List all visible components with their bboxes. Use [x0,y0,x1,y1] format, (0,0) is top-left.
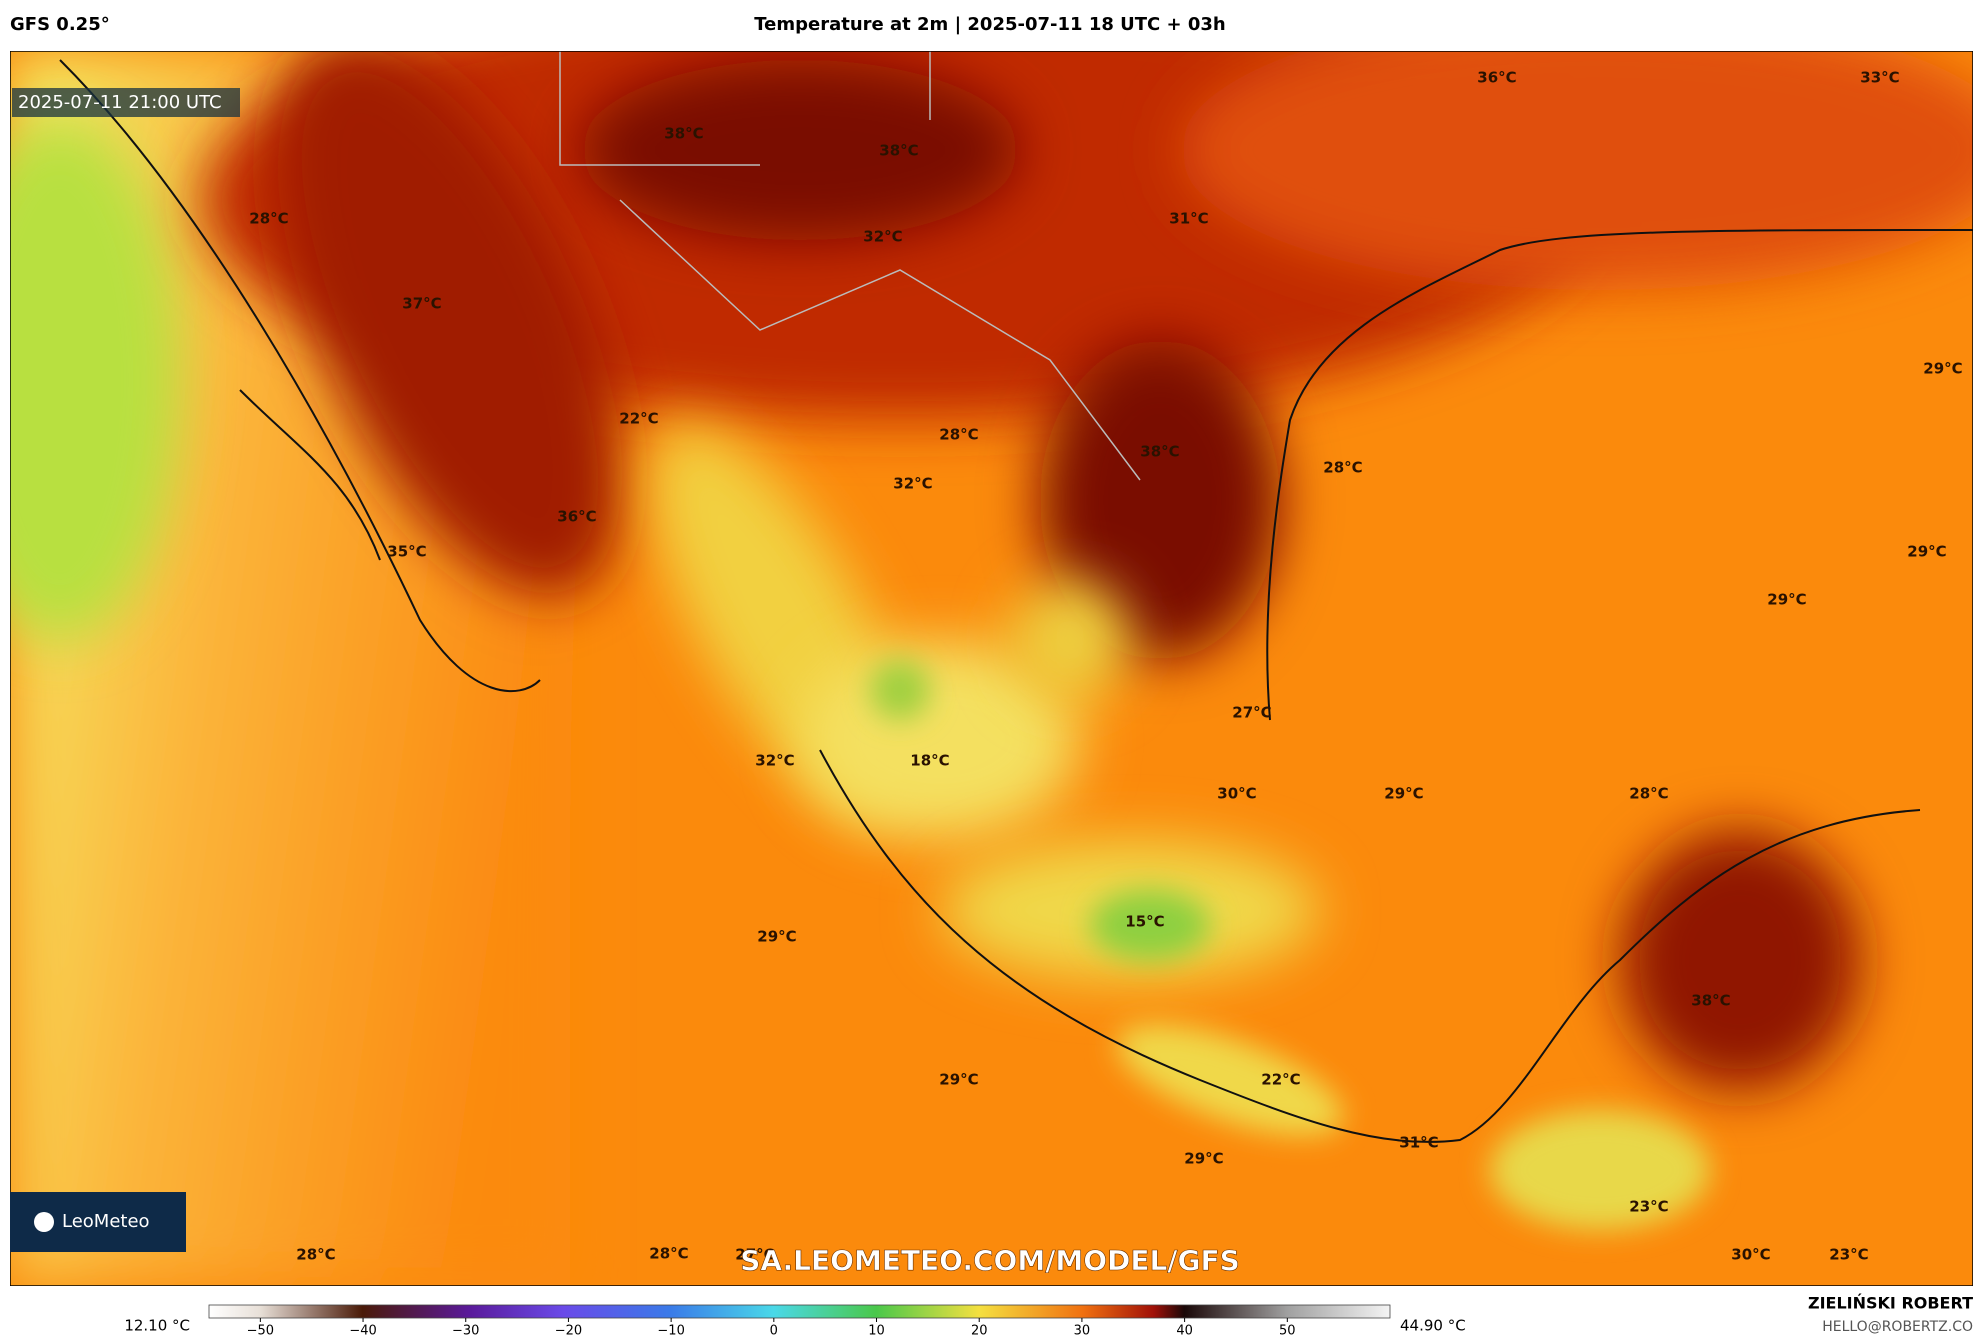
colorbar-tick-label: −20 [555,1324,582,1339]
author: ZIELIŃSKI ROBERT [1808,1294,1973,1313]
temperature-label: 38°C [1140,443,1179,461]
watermark: SA.LEOMETEO.COM/MODEL/GFS [740,1244,1240,1277]
temperature-label: 23°C [1829,1246,1868,1264]
logo: LeoMeteo [62,1211,150,1232]
map-title: Temperature at 2m | 2025-07-11 18 UTC + … [754,14,1225,35]
temperature-label: 29°C [757,928,796,946]
temperature-label: 28°C [1323,459,1362,477]
colorbar-tick-label: 10 [868,1324,885,1339]
temperature-label: 36°C [1477,69,1516,87]
email: HELLO@ROBERTZ.CO [1822,1319,1973,1335]
temperature-label: 38°C [879,142,918,160]
temperature-label: 28°C [939,426,978,444]
temperature-label: 32°C [755,752,794,770]
temperature-label: 29°C [1184,1150,1223,1168]
colorbar-tick-label: 50 [1279,1324,1296,1339]
temperature-label: 28°C [249,210,288,228]
temperature-label: 27°C [735,1246,774,1264]
max-value: 44.90 °C [1400,1317,1466,1335]
temperature-label: 23°C [1629,1198,1668,1216]
temperature-label: 29°C [1767,591,1806,609]
colorbar-tick-label: −30 [452,1324,479,1339]
temperature-label: 27°C [1232,704,1271,722]
temperature-map: 36°C 33°C 38°C 38°C 28°C 32°C 31°C 37°C 29°C 22°C… [10,51,1973,1286]
temperature-label: 36°C [557,508,596,526]
colorbar [208,1304,1391,1319]
colorbar-tick-label: 20 [971,1324,988,1339]
colorbar-tick-label: −40 [349,1324,376,1339]
valid-time: 2025-07-11 21:00 UTC [18,92,222,113]
temperature-label: 33°C [1860,69,1899,87]
temperature-label: 15°C [1125,913,1164,931]
temperature-label: 38°C [664,125,703,143]
min-value: 12.10 °C [124,1317,190,1335]
temperature-label: 29°C [1907,543,1946,561]
temperature-label: 28°C [1629,785,1668,803]
colorbar-tick-label: −50 [247,1324,274,1339]
colorbar-tick-label: 30 [1074,1324,1091,1339]
colorbar-tick-label: 40 [1176,1324,1193,1339]
temperature-label: 32°C [863,228,902,246]
temperature-label: 37°C [402,295,441,313]
temperature-label: 18°C [910,752,949,770]
temperature-label: 28°C [649,1245,688,1263]
temperature-label: 30°C [1731,1246,1770,1264]
temperature-label: 22°C [619,410,658,428]
colorbar-tick-label: −10 [657,1324,684,1339]
temperature-label: 29°C [1384,785,1423,803]
temperature-label: 28°C [296,1246,335,1264]
temperature-label: 32°C [893,475,932,493]
temperature-label: 30°C [1217,785,1256,803]
model-name: GFS 0.25° [10,14,110,35]
temperature-label: 29°C [1923,360,1962,378]
colorbar-tick-label: 0 [770,1324,778,1339]
temperature-label: 31°C [1399,1134,1438,1152]
temperature-label: 38°C [1691,992,1730,1010]
temperature-label: 22°C [1261,1071,1300,1089]
temperature-label: 31°C [1169,210,1208,228]
temperature-label: 35°C [387,543,426,561]
temperature-label: 29°C [939,1071,978,1089]
